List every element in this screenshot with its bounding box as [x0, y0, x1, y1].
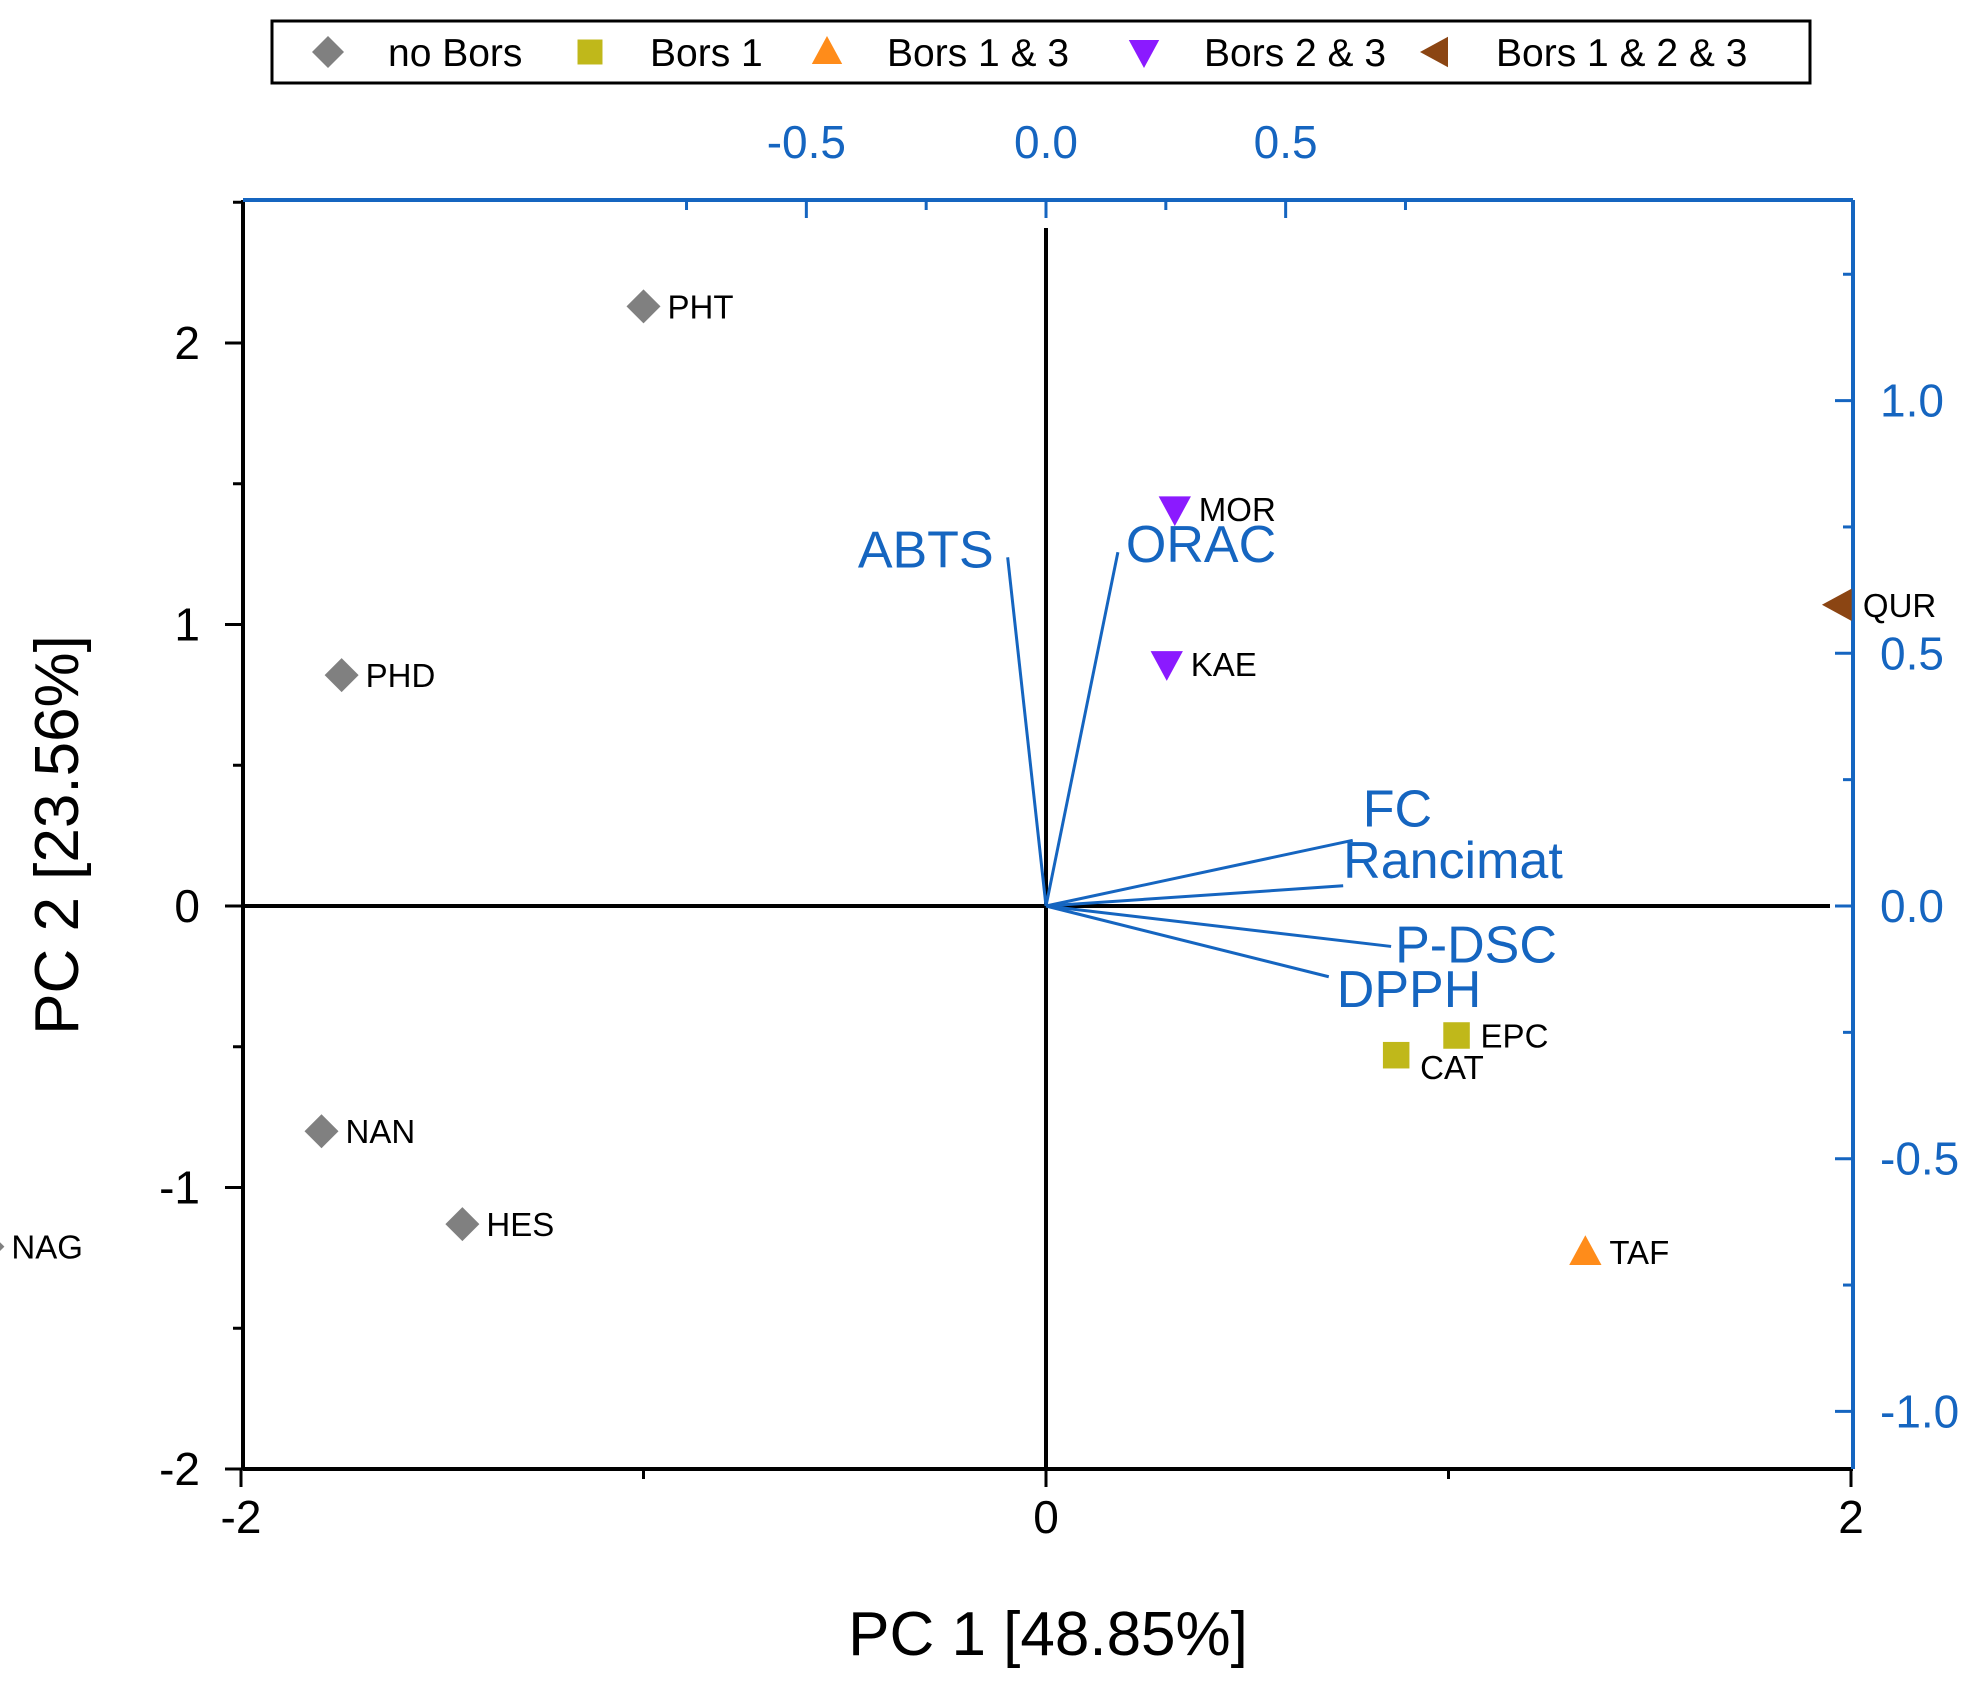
y-axis-title: PC 2 [23.56%] — [23, 635, 92, 1035]
point-hes — [445, 1207, 480, 1242]
loading-label-p-dsc: P-DSC — [1395, 916, 1557, 974]
point-label-mor: MOR — [1199, 491, 1276, 528]
point-label-kae: KAE — [1191, 646, 1257, 683]
point-label-qur: QUR — [1863, 587, 1936, 624]
loading-label-rancimat: Rancimat — [1343, 832, 1563, 890]
x-tick-label: 0 — [1033, 1491, 1059, 1543]
loading-vector-dpph — [1045, 904, 1330, 979]
right-tick-label: 0.5 — [1880, 627, 1944, 679]
right-tick-label: 0.0 — [1880, 880, 1944, 932]
legend-label-2: Bors 1 & 3 — [887, 32, 1069, 75]
loading-vector-abts — [1006, 557, 1048, 907]
loading-label-fc: FC — [1363, 780, 1432, 838]
y-tick-label: -2 — [159, 1443, 200, 1495]
top-tick-label: -0.5 — [767, 116, 846, 168]
loading-vector-fc — [1045, 838, 1354, 908]
legend-label-1: Bors 1 — [650, 32, 763, 75]
legend-marker-1 — [577, 39, 603, 65]
score-points: PHTPHDNANHESNAGEPCCATTAFMORKAEQURMYR — [0, 288, 1936, 1271]
loading-vector-rancimat — [1045, 884, 1344, 908]
plot-frame — [241, 198, 1855, 1471]
point-cat — [1382, 1041, 1410, 1069]
top-tick-label: 0.5 — [1254, 116, 1318, 168]
x-tick-label: -2 — [221, 1491, 262, 1543]
point-nan — [304, 1114, 339, 1149]
loading-label-dpph: DPPH — [1337, 961, 1481, 1019]
y-tick-label: 2 — [174, 317, 200, 369]
point-epc — [1443, 1022, 1470, 1049]
loading-label-orac: ORAC — [1126, 516, 1276, 574]
legend: no Bors Bors 1 Bors 1 & 3 Bors 2 & 3 Bors 1 … — [270, 19, 1812, 85]
zero-lines — [243, 228, 1830, 1469]
right-tick-label: -1.0 — [1880, 1385, 1959, 1437]
legend-label-4: Bors 1 & 2 & 3 — [1496, 32, 1747, 75]
point-label-epc: EPC — [1481, 1017, 1549, 1054]
point-label-cat: CAT — [1420, 1049, 1484, 1086]
point-qur — [1821, 588, 1852, 621]
legend-frame — [270, 19, 1812, 85]
point-mor — [1158, 496, 1191, 527]
y-tick-label: 1 — [174, 599, 200, 651]
y-tick-label: -1 — [159, 1162, 200, 1214]
axis-ticks: -4-2024-2-1012-0.50.00.5-1.0-0.50.00.51.… — [159, 116, 1959, 1543]
x-axis-title: PC 1 [48.85%] — [848, 1600, 1248, 1669]
loading-label-abts: ABTS — [858, 521, 994, 579]
right-tick-label: -0.5 — [1880, 1133, 1959, 1185]
y-tick-label: 0 — [174, 880, 200, 932]
legend-marker-3 — [1128, 40, 1160, 68]
loading-vector-p-dsc — [1045, 904, 1392, 948]
point-kae — [1150, 651, 1183, 681]
right-tick-label: 1.0 — [1880, 375, 1944, 427]
legend-label-3: Bors 2 & 3 — [1204, 32, 1386, 75]
point-label-hes: HES — [486, 1206, 554, 1243]
legend-marker-0 — [312, 36, 344, 68]
point-label-phd: PHD — [366, 657, 436, 694]
point-nag — [0, 1242, 5, 1252]
point-label-nan: NAN — [346, 1113, 416, 1150]
point-label-taf: TAF — [1609, 1234, 1669, 1271]
legend-marker-4 — [1420, 36, 1448, 68]
top-tick-label: 0.0 — [1014, 116, 1078, 168]
point-label-nag: NAG — [11, 1229, 83, 1266]
legend-label-0: no Bors — [388, 32, 522, 75]
x-tick-label: 2 — [1838, 1491, 1864, 1543]
point-taf — [1569, 1235, 1602, 1265]
point-phd — [324, 658, 359, 693]
point-pht — [626, 289, 661, 324]
point-label-pht: PHT — [668, 288, 734, 325]
loading-vector-orac — [1044, 551, 1120, 907]
legend-marker-2 — [811, 36, 843, 64]
